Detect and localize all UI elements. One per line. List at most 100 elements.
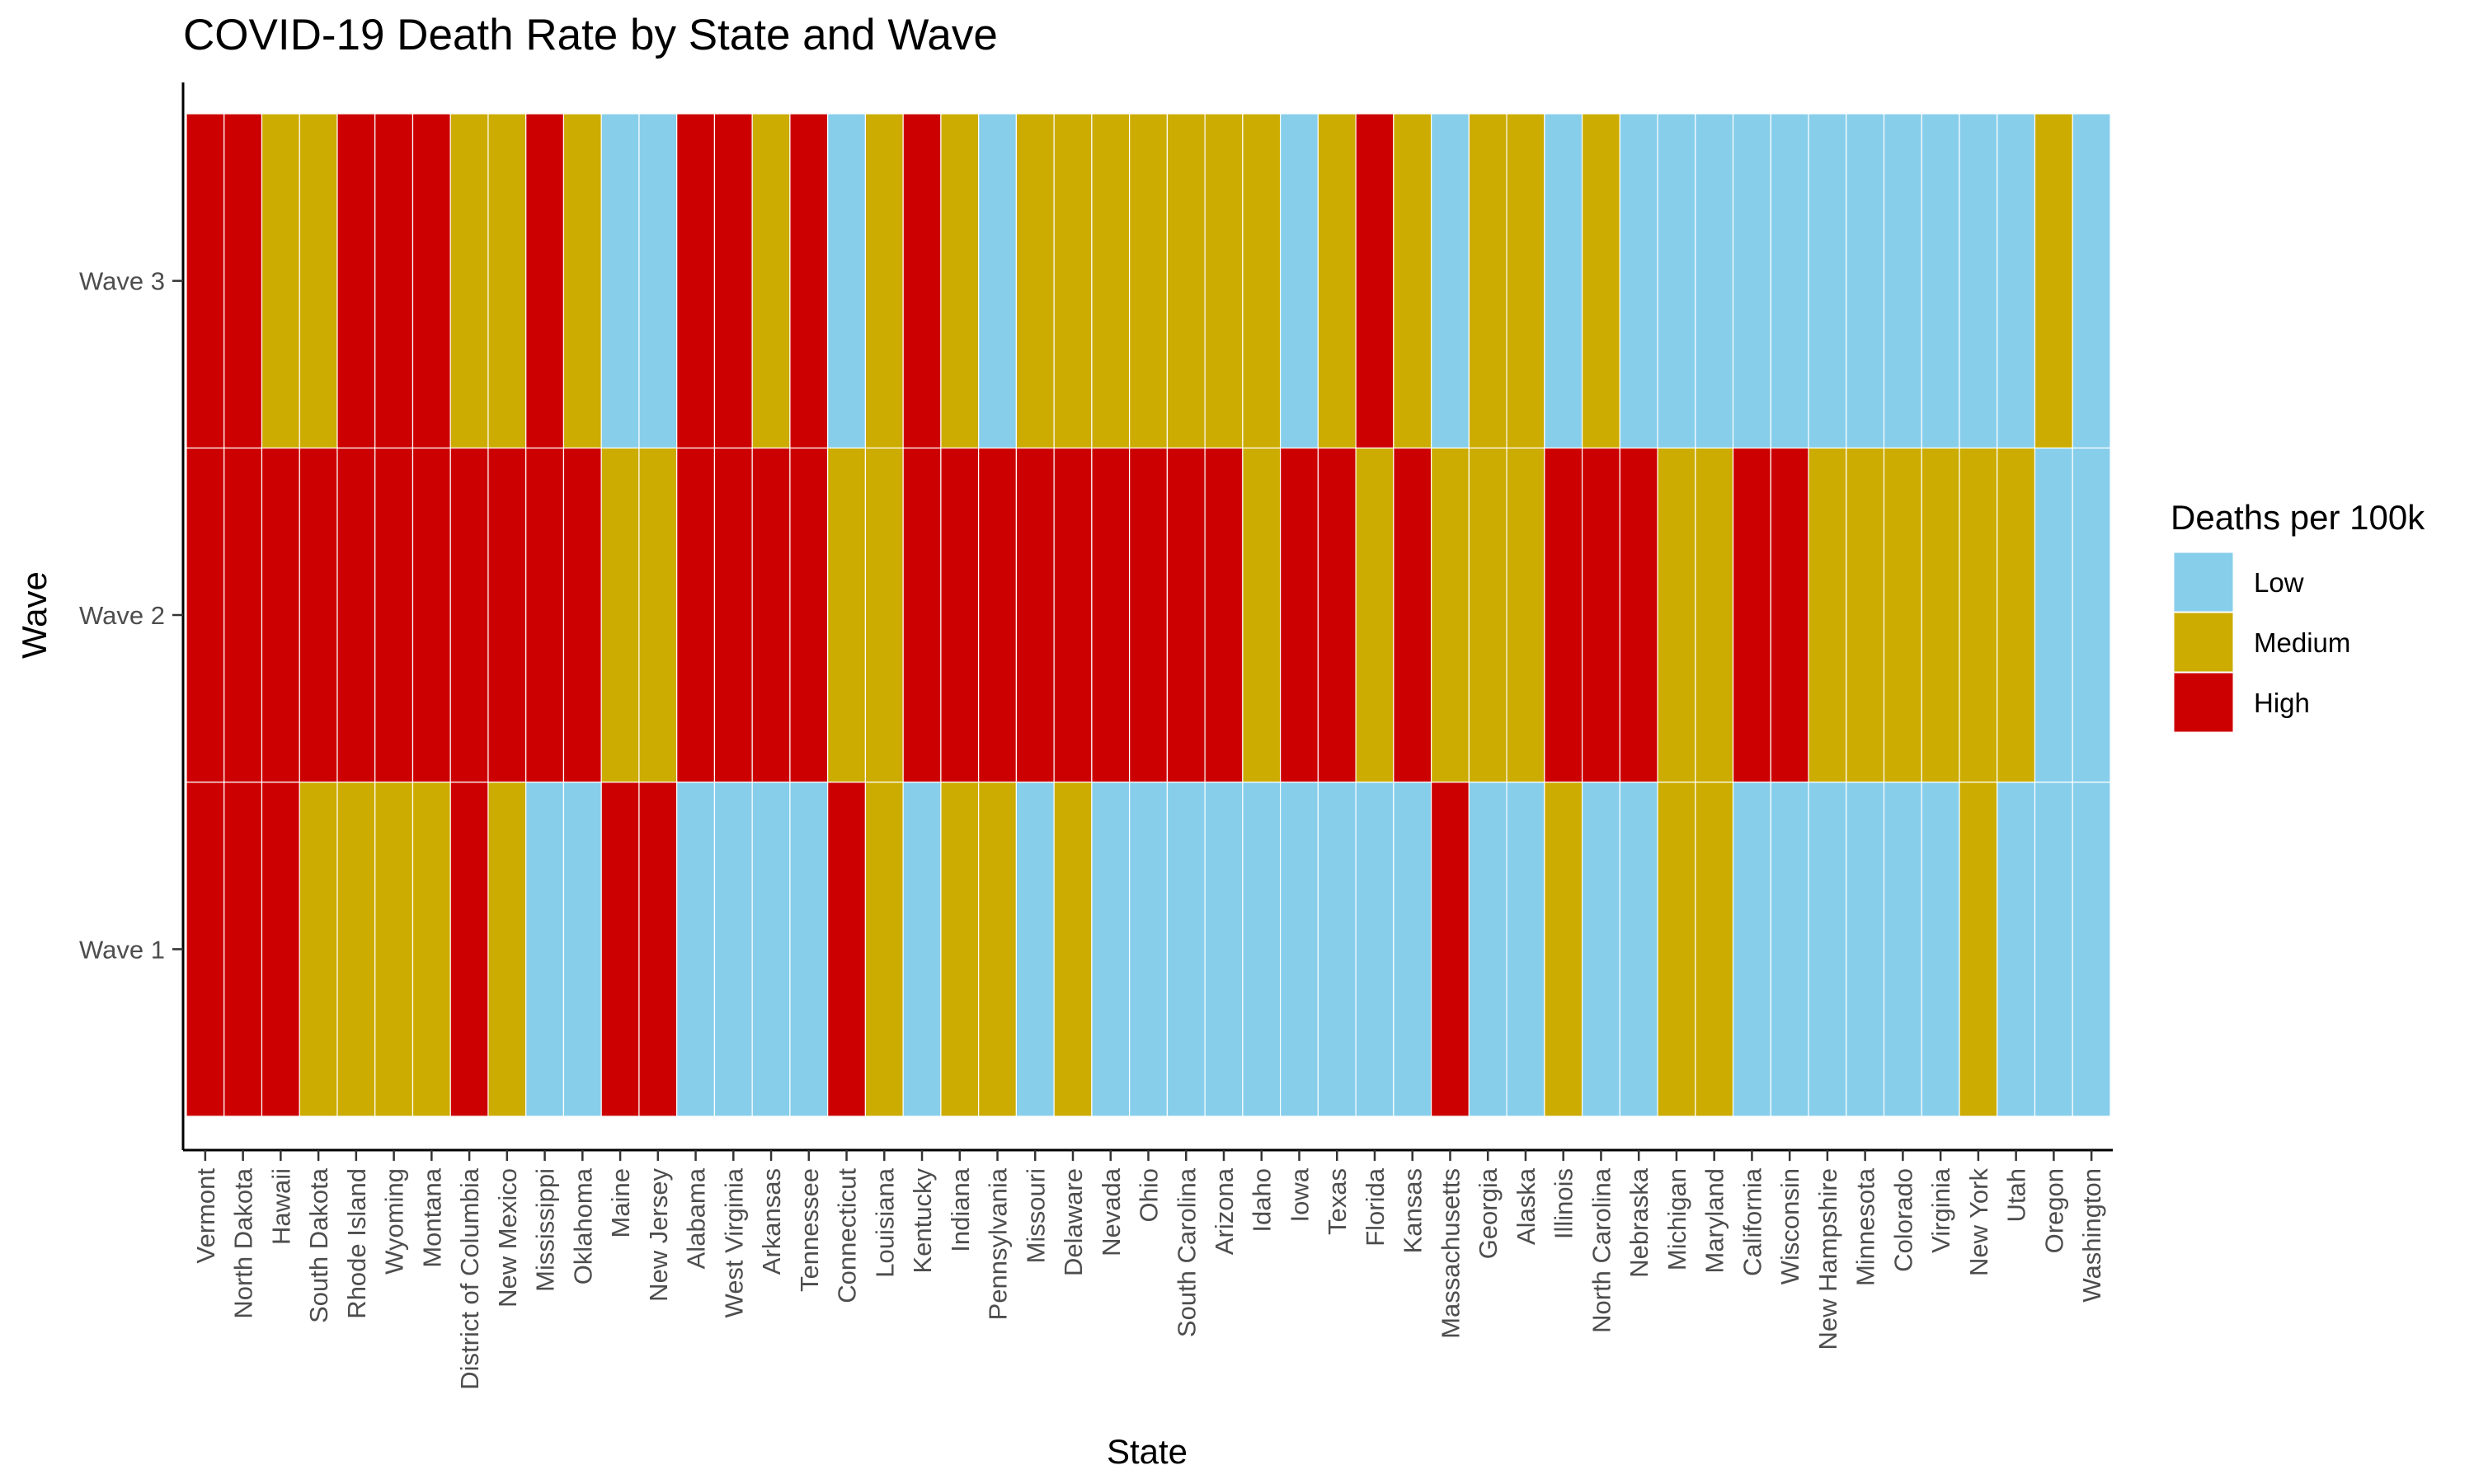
x-tick-label: Nebraska [1625, 1167, 1653, 1277]
heatmap-cell [600, 447, 640, 783]
x-tick-label: Montana [417, 1167, 446, 1267]
heatmap-cell [186, 782, 225, 1117]
heatmap-cell [789, 782, 829, 1117]
x-tick-label: New Hampshire [1813, 1168, 1842, 1350]
heatmap-cell [638, 113, 678, 448]
heatmap-cell [1657, 447, 1696, 783]
heatmap-cell [1280, 447, 1319, 783]
x-tick-label: Utah [2002, 1168, 2031, 1222]
heatmap-cell [1393, 782, 1432, 1117]
heatmap-cell [1015, 113, 1055, 448]
heatmap-cell [1808, 782, 1847, 1117]
x-tick-label: South Dakota [304, 1167, 333, 1323]
heatmap-cell [1053, 782, 1093, 1117]
x-tick-label: Illinois [1550, 1168, 1578, 1239]
heatmap-cell [1015, 782, 1055, 1117]
heatmap-cell [1808, 113, 1847, 448]
heatmap-cell [600, 782, 640, 1117]
y-tick-label: Wave 1 [79, 935, 165, 964]
heatmap-cell [374, 113, 414, 448]
heatmap-cell [487, 447, 527, 783]
x-tick-label: Minnesota [1851, 1167, 1880, 1286]
heatmap-cell [1544, 447, 1583, 783]
x-tick-label: Tennessee [795, 1168, 824, 1292]
heatmap-cell [978, 447, 1018, 783]
heatmap-cell [1695, 113, 1734, 448]
x-tick-label: Maryland [1700, 1168, 1729, 1274]
heatmap-cell [525, 113, 565, 448]
heatmap-cell [827, 113, 867, 448]
x-tick-label: New York [1964, 1168, 1993, 1276]
x-tick-label: Arizona [1210, 1167, 1239, 1255]
x-tick-label: Delaware [1059, 1168, 1088, 1276]
heatmap-cell [1657, 113, 1696, 448]
x-tick-label: Wisconsin [1776, 1168, 1804, 1284]
heatmap-cell [1581, 782, 1620, 1117]
heatmap-cell [223, 782, 263, 1117]
legend-label: Medium [2254, 627, 2350, 658]
x-tick-label: Hawaii [266, 1168, 295, 1245]
heatmap-cell [1129, 113, 1168, 448]
heatmap-cell [1166, 447, 1206, 783]
heatmap-cell [2072, 113, 2111, 448]
heatmap-cell [751, 782, 791, 1117]
heatmap-cell [412, 782, 451, 1117]
legend-title: Deaths per 100k [2171, 498, 2425, 537]
heatmap-cell [978, 782, 1018, 1117]
heatmap-cell [1808, 447, 1847, 783]
heatmap-cell [1355, 113, 1395, 448]
heatmap-cell [1015, 447, 1055, 783]
heatmap-cell [1091, 782, 1131, 1117]
heatmap-cell [1393, 113, 1432, 448]
heatmap-cell [525, 782, 565, 1117]
heatmap-cell [336, 447, 376, 783]
heatmap-cell [940, 113, 980, 448]
x-tick-label: Kansas [1399, 1168, 1427, 1253]
heatmap-cell [1695, 447, 1734, 783]
x-tick-label: Alabama [682, 1167, 711, 1269]
heatmap-cell [449, 447, 489, 783]
heatmap-cell [261, 113, 300, 448]
x-tick-label: North Carolina [1587, 1167, 1616, 1333]
x-tick-label: Ohio [1135, 1168, 1164, 1222]
heatmap-cell [940, 447, 980, 783]
legend-key [2173, 612, 2234, 673]
heatmap-cell [336, 782, 376, 1117]
x-tick-label: California [1738, 1167, 1766, 1276]
heatmap-cell [1997, 447, 2036, 783]
heatmap-cell [638, 447, 678, 783]
heatmap-cell [1430, 113, 1470, 448]
y-axis-ticks: Wave 1 Wave 2 Wave 3 [79, 267, 183, 964]
x-tick-label: Washington [2077, 1168, 2106, 1303]
x-tick-label: Vermont [191, 1168, 220, 1264]
heatmap-cell [789, 113, 829, 448]
heatmap-cell [1883, 113, 1922, 448]
heatmap-cell [864, 113, 904, 448]
heatmap-cell [449, 782, 489, 1117]
heatmap-cell [562, 113, 602, 448]
heatmap-cell [1355, 782, 1395, 1117]
x-axis-ticks: Vermont North Dakota Hawaii South Dakota Rho… [191, 1150, 2106, 1390]
heatmap-cell [1317, 447, 1357, 783]
heatmap-cell [1732, 113, 1771, 448]
heatmap-cell [261, 782, 300, 1117]
heatmap-cell [1393, 447, 1432, 783]
heatmap-cell [1053, 113, 1093, 448]
heatmap-cell [902, 447, 942, 783]
heatmap-cell [1883, 447, 1922, 783]
heatmap-cell [1506, 782, 1545, 1117]
x-tick-label: Louisiana [870, 1167, 899, 1277]
heatmap-cell [864, 447, 904, 783]
heatmap-cell [1468, 447, 1507, 783]
heatmap-cell [600, 113, 640, 448]
heatmap-cell [186, 447, 225, 783]
x-tick-label: Oklahoma [568, 1167, 597, 1284]
heatmap-cell [1430, 447, 1470, 783]
heatmap-cell [1732, 447, 1771, 783]
heatmap-cell [1883, 782, 1922, 1117]
heatmap-cell [299, 113, 338, 448]
heatmap-cell [1846, 113, 1885, 448]
heatmap-cell [2072, 447, 2111, 783]
heatmap-cell [978, 113, 1018, 448]
heatmap-cell [223, 113, 263, 448]
